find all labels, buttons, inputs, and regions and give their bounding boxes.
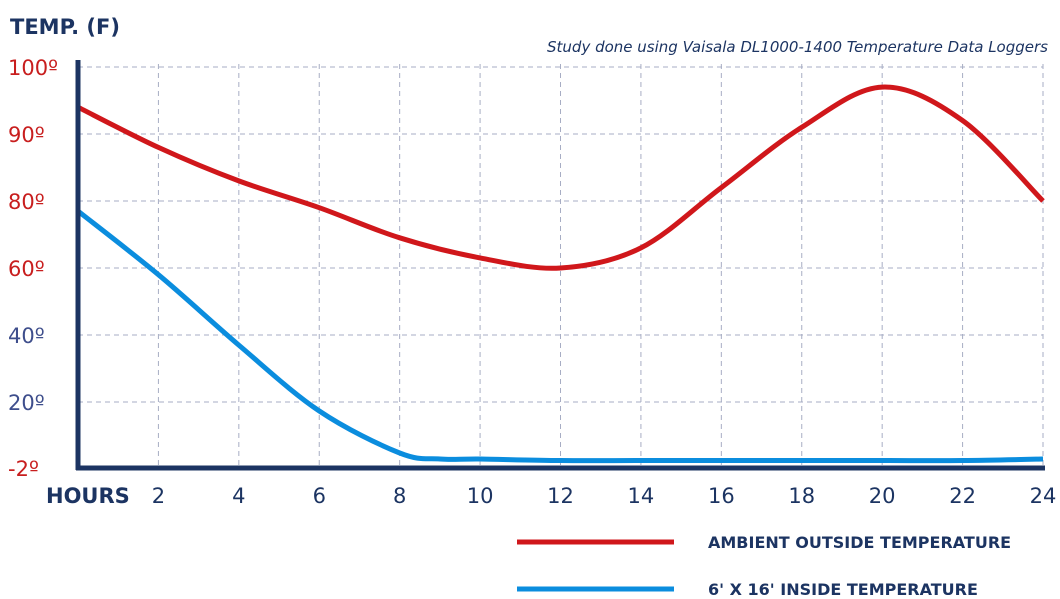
y-tick-label: -2º [8, 457, 39, 481]
y-axis-ticks: -2º 20º 40º 60º 80º 90º 100º [8, 56, 58, 481]
x-axis-ticks: 2 4 6 8 10 12 14 16 18 20 22 24 [152, 484, 1057, 508]
y-axis-title: TEMP. (F) [10, 15, 120, 39]
y-tick-label: 80º [8, 190, 45, 214]
y-tick-label: 20º [8, 391, 45, 415]
x-tick-label: 16 [708, 484, 735, 508]
x-tick-label: 12 [547, 484, 574, 508]
x-tick-label: 22 [949, 484, 976, 508]
chart-subtitle: Study done using Vaisala DL1000-1400 Tem… [547, 38, 1048, 56]
grid [78, 64, 1044, 468]
x-tick-label: 4 [232, 484, 245, 508]
y-tick-label: 100º [8, 56, 58, 80]
x-tick-label: 10 [467, 484, 494, 508]
y-tick-label: 60º [8, 257, 45, 281]
y-tick-label: 40º [8, 324, 45, 348]
x-axis-title: HOURS [46, 484, 130, 508]
series-line-inside [76, 209, 1044, 464]
x-tick-label: 14 [628, 484, 655, 508]
x-tick-label: 24 [1030, 484, 1057, 508]
legend: AMBIENT OUTSIDE TEMPERATURE 6' X 16' INSI… [517, 533, 1011, 599]
x-tick-label: 2 [152, 484, 165, 508]
x-tick-label: 20 [869, 484, 896, 508]
x-tick-label: 6 [313, 484, 326, 508]
x-tick-label: 8 [393, 484, 406, 508]
series-line-ambient [76, 84, 1045, 271]
legend-label: AMBIENT OUTSIDE TEMPERATURE [708, 533, 1011, 552]
legend-label: 6' X 16' INSIDE TEMPERATURE [708, 580, 978, 599]
x-tick-label: 18 [788, 484, 815, 508]
axes [75, 60, 1045, 471]
series [76, 84, 1045, 464]
y-tick-label: 90º [8, 123, 45, 147]
